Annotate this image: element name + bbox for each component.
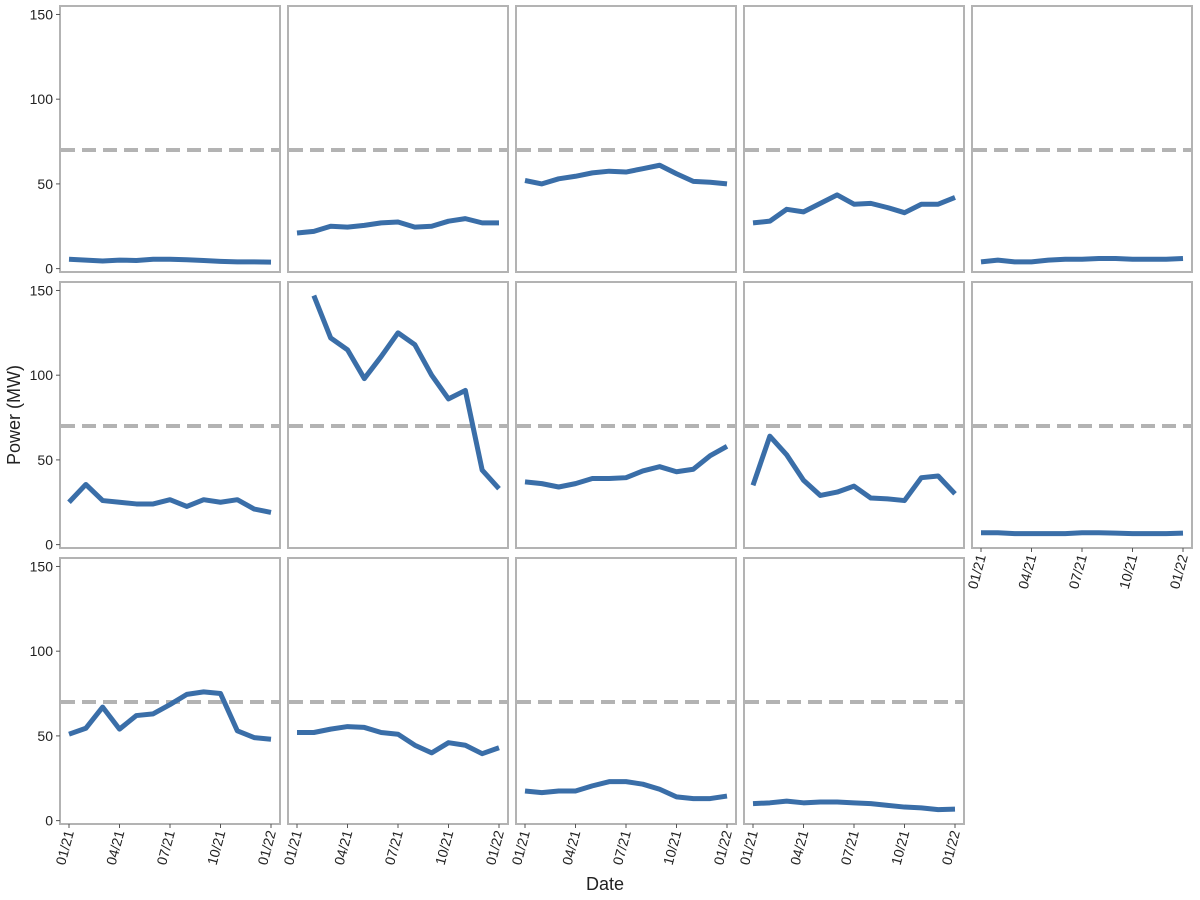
panel	[59, 557, 281, 825]
panel	[743, 5, 965, 273]
panel	[59, 5, 281, 273]
panel	[287, 5, 509, 273]
y-tick-label: 0	[45, 813, 53, 829]
series-line	[981, 530, 1184, 537]
x-tick-label: 01/22	[1166, 552, 1191, 590]
series-line	[524, 779, 728, 802]
y-tick-label: 100	[30, 91, 54, 107]
x-tick-label: 01/21	[52, 828, 77, 866]
series-line	[68, 256, 272, 265]
x-tick-label: 04/21	[1015, 552, 1040, 590]
y-tick-label: 50	[37, 452, 53, 468]
x-tick-label: 01/22	[938, 828, 963, 866]
x-tick-label: 07/21	[837, 828, 862, 866]
series-line	[67, 481, 272, 515]
series-line	[750, 433, 957, 504]
y-tick-label: 50	[37, 176, 53, 192]
x-tick-label: 07/21	[153, 828, 178, 866]
panel	[287, 281, 509, 549]
series-line	[752, 798, 956, 813]
series-line	[311, 294, 501, 491]
x-tick-label: 10/21	[1116, 552, 1141, 590]
y-tick-label: 150	[30, 282, 54, 298]
y-tick-label: 100	[30, 367, 54, 383]
x-tick-label: 10/21	[888, 828, 913, 866]
panel	[287, 557, 509, 825]
panel	[971, 281, 1193, 549]
x-tick-label: 04/21	[787, 828, 812, 866]
y-axis-label: Power (MW)	[4, 365, 24, 465]
series-line	[524, 162, 728, 187]
series-line	[980, 255, 1184, 265]
panel	[515, 281, 737, 549]
x-tick-label: 10/21	[204, 828, 229, 866]
series-line	[296, 216, 499, 236]
series-line	[68, 689, 272, 742]
x-tick-label: 01/22	[254, 828, 279, 866]
series-line	[524, 444, 729, 490]
x-tick-label: 10/21	[432, 828, 457, 866]
x-tick-label: 04/21	[331, 828, 356, 866]
x-tick-label: 01/22	[482, 828, 507, 866]
panel	[971, 5, 1193, 273]
x-tick-label: 07/21	[609, 828, 634, 866]
series-line	[752, 192, 956, 226]
panel	[743, 557, 965, 825]
panel	[743, 281, 965, 549]
y-tick-label: 150	[30, 558, 54, 574]
x-tick-label: 10/21	[660, 828, 685, 866]
x-tick-label: 01/22	[710, 828, 735, 866]
x-tick-label: 04/21	[559, 828, 584, 866]
x-tick-label: 07/21	[381, 828, 406, 866]
x-tick-label: 01/21	[736, 828, 761, 866]
y-tick-label: 100	[30, 643, 54, 659]
x-axis-label: Date	[586, 874, 624, 894]
panel	[59, 281, 281, 549]
x-tick-label: 07/21	[1065, 552, 1090, 590]
y-tick-label: 0	[45, 261, 53, 277]
x-tick-label: 01/21	[508, 828, 533, 866]
series-line	[297, 724, 500, 757]
x-tick-label: 01/21	[280, 828, 305, 866]
y-tick-label: 150	[30, 6, 54, 22]
y-tick-label: 0	[45, 537, 53, 553]
y-tick-label: 50	[37, 728, 53, 744]
x-tick-label: 04/21	[103, 828, 128, 866]
x-tick-label: 01/21	[964, 552, 989, 590]
panel	[515, 5, 737, 273]
